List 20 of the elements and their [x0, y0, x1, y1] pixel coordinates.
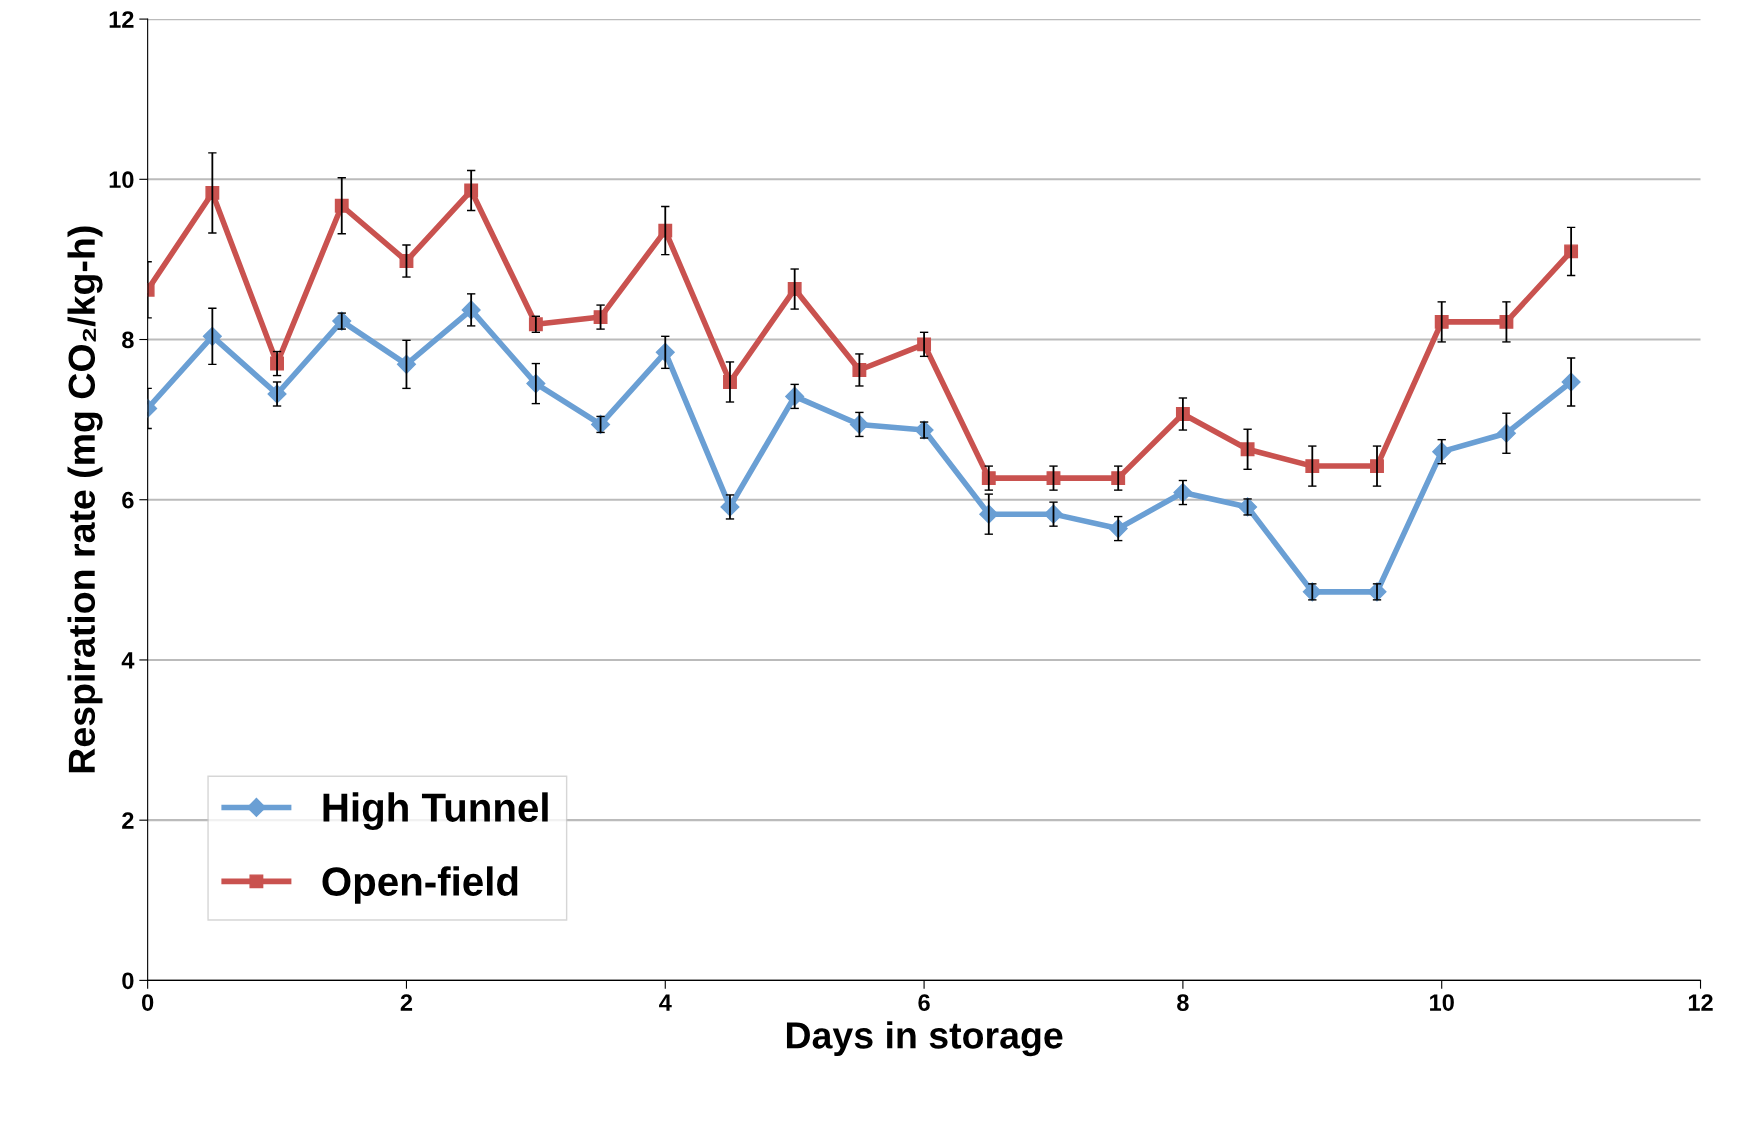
point: [593, 310, 608, 325]
y-tick-label: 8: [122, 331, 134, 349]
x-axis-title: Days in storage: [786, 1021, 1063, 1057]
x-tick-label: 2: [400, 994, 413, 1011]
y-tick-label: 12: [109, 11, 134, 28]
y-tick-label: 2: [122, 812, 134, 829]
y-axis-title: Respiration rate (mg CO₂/kg-h): [67, 226, 103, 773]
legend-label: High Tunnel: [323, 792, 548, 831]
legend-label: Open-field: [322, 866, 518, 904]
x-tick-label: 0: [142, 994, 154, 1011]
x-tick-label: 4: [659, 994, 672, 1011]
x-tick-label: 6: [918, 994, 930, 1011]
y-tick-label: 4: [121, 652, 135, 669]
y-tick-label: 0: [122, 972, 134, 990]
x-tick-label: 8: [1177, 994, 1189, 1011]
y-tick-label: 10: [109, 171, 134, 189]
x-tick-label: 12: [1688, 994, 1713, 1011]
x-tick-label: 10: [1430, 994, 1454, 1011]
point: [1499, 314, 1514, 329]
y-tick-label: 6: [122, 491, 134, 509]
